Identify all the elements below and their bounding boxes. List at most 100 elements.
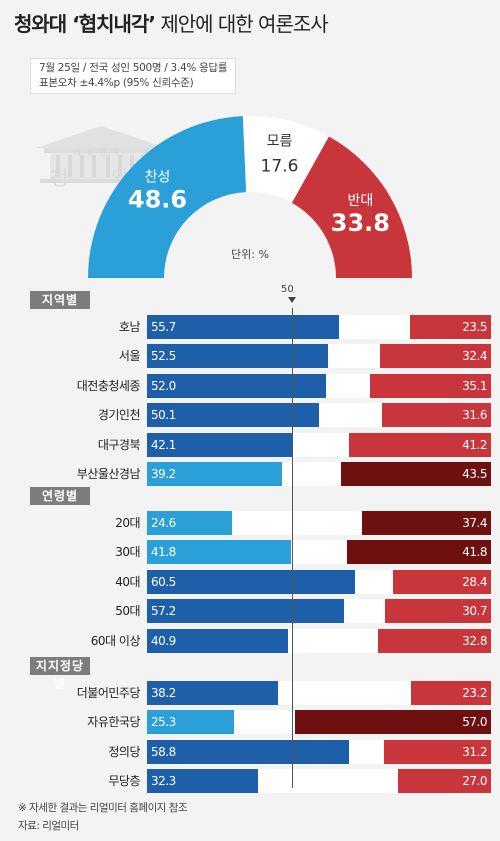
bar-oppose-value: 41.2	[462, 438, 487, 452]
bar-oppose-value: 37.4	[462, 516, 487, 530]
bar-row-label: 무당층	[108, 774, 140, 788]
reference-line-50	[292, 308, 293, 788]
bar-agree-value: 60.5	[151, 575, 176, 589]
bar-track: 38.2 23.2	[147, 681, 491, 705]
donut-slice-value-2: 33.8	[331, 209, 390, 237]
bar-agree: 38.2	[147, 681, 279, 705]
bar-track: 58.8 31.2	[147, 740, 491, 764]
bar-oppose-value: 30.7	[462, 604, 487, 618]
bar-row-label: 대구경북	[97, 438, 141, 452]
bar-agree-value: 42.1	[151, 438, 176, 452]
bar-oppose: 41.2	[349, 433, 491, 457]
bar-track: 39.2 43.5	[147, 462, 491, 486]
bar-row-label: 호남	[118, 320, 141, 334]
bar-row: 경기인천 50.1 31.6	[0, 403, 500, 427]
bar-row: 대전충청세종 52.0 35.1	[0, 374, 500, 398]
bar-oppose: 23.2	[411, 681, 491, 705]
bar-oppose-value: 57.0	[462, 715, 487, 729]
bar-oppose: 37.4	[362, 511, 491, 535]
section-header: 지역별	[30, 291, 90, 309]
bar-oppose-value: 23.5	[462, 320, 487, 334]
bar-agree-value: 39.2	[151, 467, 176, 481]
bar-oppose: 41.8	[347, 540, 491, 564]
bar-row: 정의당 58.8 31.2	[0, 740, 500, 764]
bar-oppose: 30.7	[385, 599, 491, 623]
bar-oppose: 31.2	[383, 740, 491, 764]
bar-agree: 52.5	[147, 344, 328, 368]
bar-oppose: 57.0	[294, 710, 491, 734]
bar-row-label: 경기인천	[97, 408, 141, 422]
bar-track: 60.5 28.4	[147, 570, 491, 594]
bar-agree-value: 57.2	[151, 604, 176, 618]
bar-oppose: 32.4	[379, 344, 491, 368]
bar-oppose: 31.6	[382, 403, 491, 427]
bar-agree: 55.7	[147, 315, 339, 339]
bar-agree: 50.1	[147, 403, 320, 427]
bar-row-label: 자유한국당	[87, 715, 140, 729]
footnote-source: 자료: 리얼미터	[18, 820, 79, 832]
bar-oppose-value: 35.1	[462, 379, 487, 393]
bar-agree-value: 52.0	[151, 379, 176, 393]
bar-track: 50.1 31.6	[147, 403, 491, 427]
bar-row-label: 40대	[115, 575, 140, 589]
bar-track: 25.3 57.0	[147, 710, 491, 734]
bar-row-label: 대전충청세종	[76, 379, 141, 393]
title-bold: 청와대 ‘협치내각’	[14, 12, 156, 36]
bar-row: 40대 60.5 28.4	[0, 570, 500, 594]
bar-row: 무당층 32.3 27.0	[0, 769, 500, 793]
title-rest: 제안에 대한 여론조사	[154, 12, 328, 36]
bar-row-label: 더불어민주당	[76, 686, 141, 700]
bar-track: 57.2 30.7	[147, 599, 491, 623]
bar-agree-value: 32.3	[151, 774, 176, 788]
donut-slice-2	[291, 136, 412, 278]
bar-agree: 42.1	[147, 433, 292, 457]
bar-agree-value: 41.8	[151, 545, 176, 559]
bar-row-label: 30대	[115, 545, 140, 559]
unit-label: 단위: %	[231, 248, 269, 261]
bar-oppose-value: 32.4	[462, 349, 487, 363]
bar-agree: 57.2	[147, 599, 344, 623]
bar-row: 서울 52.5 32.4	[0, 344, 500, 368]
donut-slice-label-2: 반대	[347, 193, 373, 209]
bar-agree: 40.9	[147, 629, 288, 653]
bar-row: 부산울산경남 39.2 43.5	[0, 462, 500, 486]
bar-track: 24.6 37.4	[147, 511, 491, 535]
bar-agree-value: 50.1	[151, 408, 176, 422]
bar-row-label: 50대	[115, 604, 140, 618]
bar-row-label: 서울	[118, 349, 141, 363]
bar-track: 52.5 32.4	[147, 344, 491, 368]
bar-oppose: 32.8	[378, 629, 491, 653]
bar-agree: 52.0	[147, 374, 326, 398]
bar-row: 30대 41.8 41.8	[0, 540, 500, 564]
bar-row: 자유한국당 25.3 57.0	[0, 710, 500, 734]
survey-info-box: 7월 25일 / 전국 성인 500명 / 3.4% 응답률 표본오차 ±4.4…	[30, 58, 237, 94]
bar-agree: 58.8	[147, 740, 350, 764]
bar-agree-value: 25.3	[151, 715, 176, 729]
bar-oppose-value: 31.6	[462, 408, 487, 422]
bar-row: 20대 24.6 37.4	[0, 511, 500, 535]
bar-oppose-value: 31.2	[462, 745, 487, 759]
bar-row: 더불어민주당 38.2 23.2	[0, 681, 500, 705]
bar-agree: 41.8	[147, 540, 291, 564]
bar-oppose: 23.5	[410, 315, 491, 339]
bar-oppose: 27.0	[398, 769, 491, 793]
bar-track: 40.9 32.8	[147, 629, 491, 653]
bar-agree: 39.2	[147, 462, 282, 486]
bar-agree-value: 55.7	[151, 320, 176, 334]
donut-slice-label-1: 모름	[267, 133, 293, 149]
bar-track: 32.3 27.0	[147, 769, 491, 793]
bar-track: 41.8 41.8	[147, 540, 491, 564]
watermark-small-text: 대 한 민 국	[74, 149, 121, 157]
page-title: 청와대 ‘협치내각’ 제안에 대한 여론조사	[14, 8, 329, 37]
bar-row-label: 부산울산경남	[76, 467, 141, 481]
bar-agree: 24.6	[147, 511, 232, 535]
bar-agree-value: 58.8	[151, 745, 176, 759]
bar-oppose-value: 28.4	[462, 575, 487, 589]
bar-agree: 25.3	[147, 710, 235, 734]
bar-agree: 32.3	[147, 769, 259, 793]
bar-row-label: 60대 이상	[90, 634, 141, 648]
donut-slice-value-1: 17.6	[261, 156, 299, 176]
bar-row: 대구경북 42.1 41.2	[0, 433, 500, 457]
reference-line-marker-icon	[288, 297, 296, 303]
